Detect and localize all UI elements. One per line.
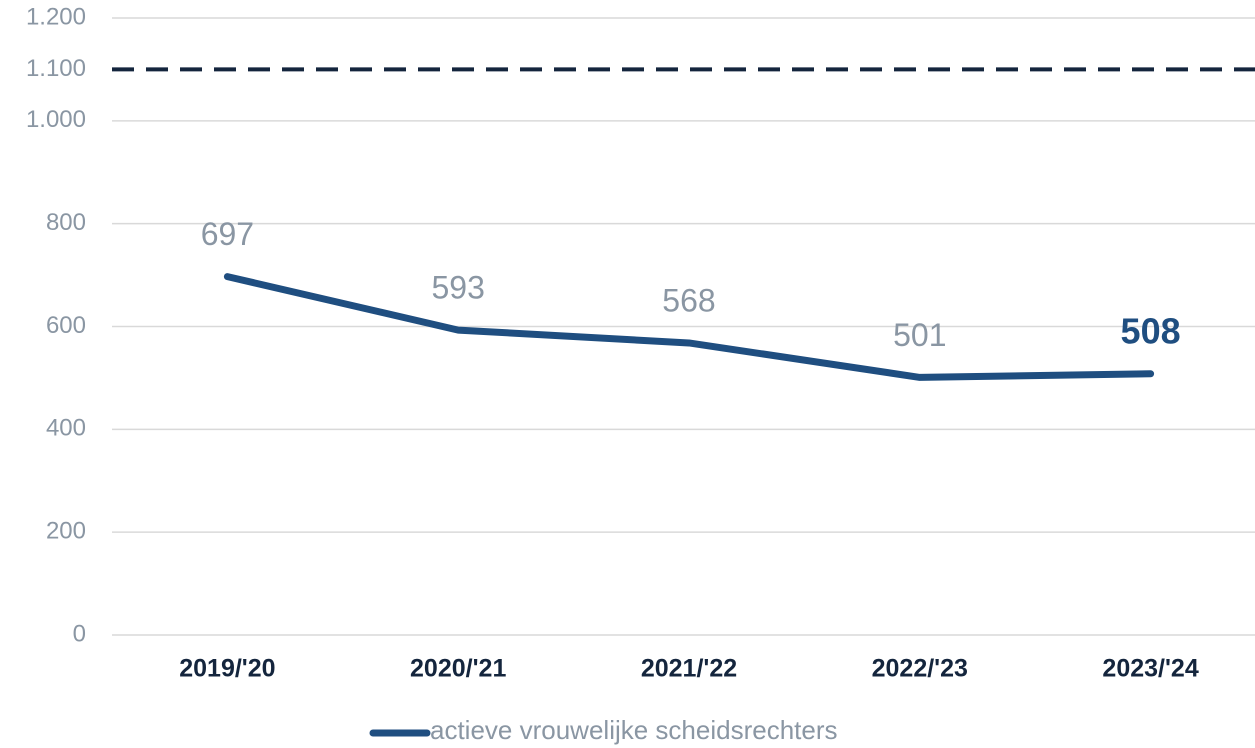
y-tick-label: 600 [46, 312, 86, 339]
legend-label: actieve vrouwelijke scheidsrechters [430, 715, 838, 745]
x-tick-label: 2023/'24 [1102, 655, 1198, 683]
data-label: 501 [893, 317, 946, 353]
data-label: 508 [1121, 310, 1181, 351]
x-tick-label: 2021/'22 [641, 655, 737, 683]
y-tick-label: 400 [46, 415, 86, 442]
x-tick-label: 2022/'23 [872, 655, 968, 683]
y-tick-label: 1.200 [26, 3, 86, 30]
x-tick-label: 2019/'20 [179, 655, 275, 683]
y-tick-label: 0 [73, 620, 86, 647]
data-label: 697 [201, 216, 254, 252]
y-tick-label: 200 [46, 518, 86, 545]
data-label: 593 [432, 270, 485, 306]
y-tick-label: 1.100 [26, 55, 86, 82]
y-tick-label: 800 [46, 209, 86, 236]
x-tick-label: 2020/'21 [410, 655, 506, 683]
data-label: 568 [662, 282, 715, 318]
series-line [223, 273, 1155, 381]
y-tick-label: 1.000 [26, 106, 86, 133]
